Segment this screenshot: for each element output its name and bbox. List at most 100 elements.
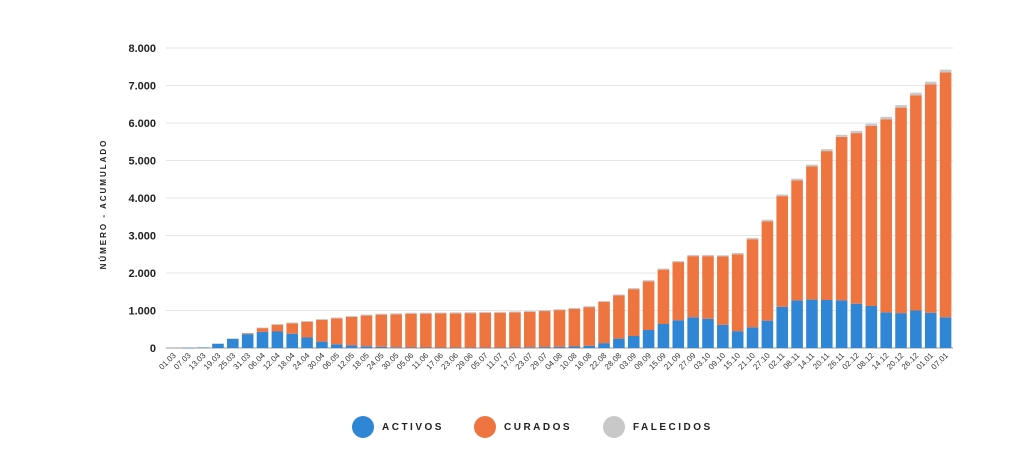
- bar-falecidos: [434, 312, 447, 314]
- bar-activos: [360, 346, 373, 348]
- bar-activos: [182, 347, 195, 349]
- bar-curados: [479, 312, 492, 348]
- bar-activos: [464, 347, 477, 349]
- bar-curados: [835, 136, 848, 301]
- legend-label-activos: ACTIVOS: [382, 421, 444, 433]
- bar-falecidos: [880, 116, 892, 120]
- bar-activos: [553, 346, 566, 349]
- bar-falecidos: [212, 343, 224, 344]
- bar-falecidos: [776, 194, 789, 197]
- bar-curados: [464, 313, 477, 348]
- bar-activos: [286, 333, 299, 348]
- bar-falecidos: [241, 333, 254, 334]
- bar-curados: [598, 301, 610, 344]
- bar-curados: [241, 333, 254, 335]
- bar-curados: [746, 239, 759, 328]
- bar-curados: [820, 151, 833, 301]
- bar-falecidos: [464, 312, 477, 314]
- bar-curados: [538, 311, 551, 348]
- bar-falecidos: [731, 252, 744, 255]
- stacked-bar-chart: 0 1.000 2.000 3.000 4.000 5.000 6.000 7.000 8.00…: [99, 43, 953, 372]
- bar-falecidos: [717, 255, 729, 257]
- bar-falecidos: [316, 319, 328, 320]
- bar-curados: [687, 256, 699, 318]
- bar-curados: [806, 166, 818, 300]
- bar-falecidos: [865, 123, 878, 126]
- bar-curados: [865, 126, 878, 306]
- bar-falecidos: [479, 312, 492, 313]
- legend-label-curados: CURADOS: [504, 421, 573, 433]
- bar-curados: [776, 196, 789, 307]
- y-tick-label: 4.000: [128, 193, 156, 205]
- bar-activos: [939, 317, 952, 348]
- bar-falecidos: [613, 294, 625, 296]
- bar-activos: [687, 317, 699, 348]
- bar-activos: [330, 344, 343, 348]
- bar-curados: [345, 316, 358, 346]
- bar-falecidos: [509, 311, 521, 313]
- bar-activos: [449, 347, 462, 349]
- legend-item-curados[interactable]: CURADOS: [474, 416, 572, 438]
- bar-activos: [850, 303, 863, 348]
- bar-activos: [405, 347, 417, 348]
- bar-falecidos: [642, 280, 655, 282]
- bar-activos: [227, 338, 239, 349]
- bar-activos: [390, 347, 402, 348]
- bar-curados: [702, 256, 714, 319]
- legend-item-falecidos[interactable]: FALECIDOS: [603, 416, 713, 438]
- bar-curados: [375, 314, 388, 347]
- bar-activos: [627, 336, 640, 348]
- bar-activos: [479, 347, 492, 349]
- bar-falecidos: [538, 310, 551, 312]
- x-tick-label: 07.01: [929, 351, 950, 372]
- y-tick-label: 2.000: [128, 268, 156, 280]
- bar-curados: [271, 324, 284, 332]
- bar-falecidos: [256, 327, 269, 329]
- y-tick-label: 5.000: [128, 156, 156, 168]
- bar-curados: [420, 313, 432, 348]
- legend-label-falecidos: FALECIDOS: [633, 421, 713, 433]
- bar-falecidos: [301, 320, 313, 322]
- bar-curados: [910, 95, 922, 311]
- bar-falecidos: [568, 308, 581, 309]
- bar-falecidos: [598, 300, 610, 302]
- bar-activos: [702, 318, 714, 348]
- bar-falecidos: [835, 134, 848, 137]
- bars: [182, 69, 952, 349]
- bar-activos: [820, 300, 833, 348]
- bar-curados: [850, 133, 863, 304]
- bar-activos: [910, 310, 922, 348]
- bar-curados: [731, 254, 744, 332]
- bar-activos: [568, 346, 581, 348]
- bar-activos: [434, 347, 447, 349]
- bar-curados: [256, 328, 269, 332]
- bar-falecidos: [939, 69, 952, 73]
- bar-curados: [301, 321, 313, 338]
- bar-curados: [330, 318, 343, 345]
- bar-activos: [509, 347, 521, 348]
- bar-falecidos: [227, 338, 239, 339]
- y-axis-label: NÚMERO - ACUMULADO: [99, 139, 108, 270]
- gridlines: [166, 47, 953, 349]
- bar-curados: [524, 311, 536, 348]
- bar-activos: [672, 320, 685, 348]
- bar-falecidos: [850, 130, 863, 134]
- bar-falecidos: [761, 219, 774, 222]
- y-tick-label: 1.000: [128, 306, 156, 318]
- bar-falecidos: [375, 313, 388, 315]
- bar-activos: [583, 345, 595, 348]
- legend-item-activos[interactable]: ACTIVOS: [352, 416, 444, 438]
- y-axis-ticks: 0 1.000 2.000 3.000 4.000 5.000 6.000 7.000 8.00…: [128, 43, 156, 355]
- bar-falecidos: [583, 306, 595, 308]
- bar-curados: [627, 289, 640, 337]
- bar-activos: [806, 299, 818, 349]
- bar-curados: [568, 309, 581, 347]
- bar-activos: [345, 345, 358, 349]
- legend: ACTIVOS CURADOS FALECIDOS: [0, 416, 1011, 438]
- x-axis-ticks: 01.0307.0313.0319.0325.0331.0306.0412.04…: [157, 351, 950, 372]
- y-tick-label: 8.000: [128, 43, 156, 55]
- bar-curados: [895, 107, 907, 314]
- bar-curados: [924, 84, 937, 313]
- bar-activos: [301, 337, 313, 348]
- bar-activos: [271, 331, 284, 348]
